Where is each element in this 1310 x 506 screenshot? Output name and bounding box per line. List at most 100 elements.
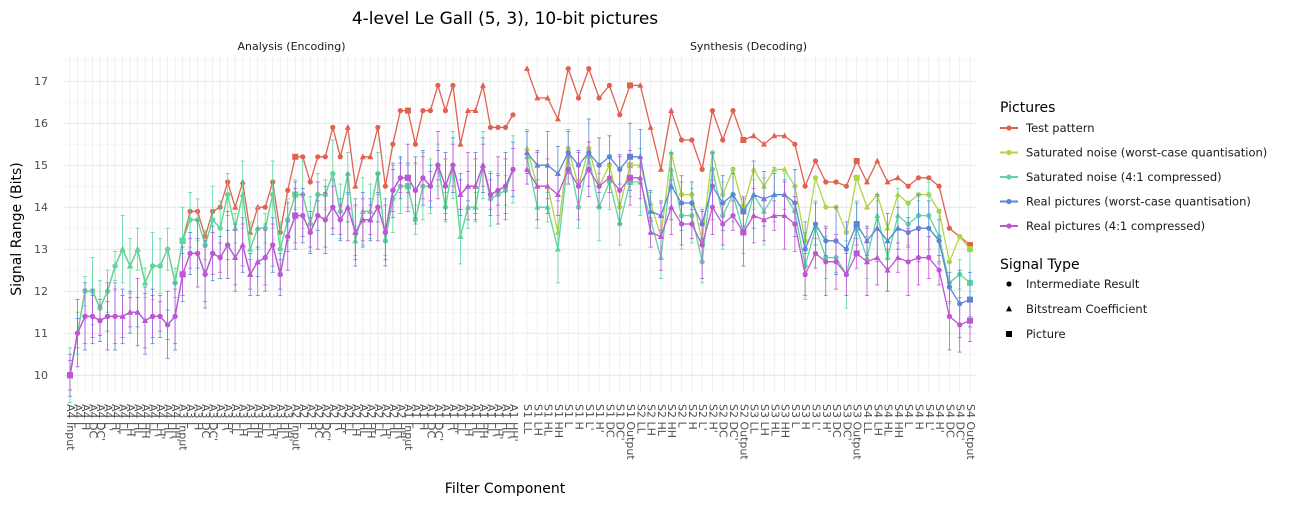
x-tick-label: S1 Output bbox=[624, 404, 637, 460]
x-tick-label: S1 HL bbox=[542, 404, 555, 437]
data-point bbox=[315, 213, 321, 219]
data-point bbox=[300, 213, 306, 219]
y-tick-label: 16 bbox=[34, 117, 48, 130]
data-point bbox=[442, 183, 449, 189]
data-point bbox=[853, 250, 860, 257]
data-point bbox=[936, 267, 942, 273]
data-point bbox=[884, 237, 891, 244]
data-point bbox=[149, 313, 156, 319]
x-tick-label: A2 LH' bbox=[379, 404, 392, 439]
data-point bbox=[833, 179, 839, 185]
data-point bbox=[404, 107, 411, 114]
x-tick-label: A3 HH' bbox=[282, 404, 295, 442]
x-tick-label: A3 LL bbox=[229, 404, 242, 435]
x-tick-label: A2 LL' bbox=[372, 404, 385, 437]
series-line bbox=[69, 162, 514, 376]
panel-analysis: Analysis (Encoding) 10 11 12 13 14 15 16 17 A4 In… bbox=[34, 40, 520, 451]
data-point bbox=[359, 216, 366, 223]
data-point bbox=[720, 221, 726, 227]
x-tick-label: A2 H bbox=[304, 404, 317, 430]
x-tick-label: A1 H' bbox=[447, 404, 460, 433]
data-point bbox=[678, 221, 685, 227]
data-point bbox=[382, 183, 388, 189]
legend: Pictures Test pattern Saturated noise (wor… bbox=[1000, 100, 1267, 341]
data-point bbox=[781, 132, 788, 139]
data-point bbox=[457, 140, 464, 147]
data-point bbox=[905, 259, 911, 265]
data-point bbox=[596, 183, 602, 189]
data-point bbox=[544, 182, 551, 189]
data-point bbox=[322, 217, 328, 223]
data-point bbox=[149, 263, 156, 269]
x-tick-label: S4 H bbox=[912, 404, 925, 430]
series-line bbox=[526, 145, 971, 265]
data-point bbox=[730, 213, 736, 219]
x-tick-label: A3 Input bbox=[177, 404, 190, 451]
data-point bbox=[812, 158, 819, 164]
x-tick-label: S1 HH bbox=[552, 404, 565, 438]
x-tick-label: A4 L bbox=[72, 404, 85, 429]
x-tick-label: S2 H' bbox=[706, 404, 719, 433]
data-point bbox=[187, 217, 193, 223]
data-point bbox=[668, 107, 675, 113]
data-point bbox=[894, 224, 901, 231]
x-tick-label: S3 DC bbox=[830, 404, 843, 438]
legend-item: Saturated noise (4:1 compressed) bbox=[1000, 170, 1222, 184]
x-tick-label: S4 Output bbox=[964, 404, 977, 460]
x-tick-label: A2 HH bbox=[364, 404, 377, 439]
data-point bbox=[926, 225, 932, 231]
data-point bbox=[464, 182, 471, 189]
data-point bbox=[823, 204, 829, 210]
data-point bbox=[884, 266, 891, 273]
data-point bbox=[915, 255, 922, 261]
data-point bbox=[627, 82, 634, 89]
data-point bbox=[495, 124, 501, 130]
x-tick-label: A3 H bbox=[192, 404, 205, 430]
data-point bbox=[802, 271, 808, 277]
data-point bbox=[420, 108, 426, 114]
x-tick-label: A4 LH bbox=[124, 404, 137, 436]
data-point bbox=[420, 175, 426, 181]
data-point bbox=[82, 313, 88, 319]
data-point bbox=[730, 108, 736, 114]
x-tick-label: A3 L bbox=[184, 404, 197, 429]
data-point bbox=[668, 203, 675, 210]
data-point bbox=[863, 178, 870, 185]
x-tick-label: S1 H' bbox=[593, 404, 606, 433]
data-point bbox=[375, 124, 381, 130]
data-point bbox=[412, 141, 418, 147]
legend-item: Intermediate Result bbox=[1006, 277, 1140, 291]
data-point bbox=[487, 124, 494, 130]
x-tick-label: A3 LH' bbox=[267, 404, 280, 439]
data-point bbox=[457, 191, 464, 197]
legend-item: Test pattern bbox=[1000, 121, 1095, 135]
series-4-analysis bbox=[67, 131, 516, 391]
data-point bbox=[957, 234, 963, 240]
data-point bbox=[554, 245, 561, 252]
data-point bbox=[905, 183, 911, 189]
data-point bbox=[232, 203, 239, 210]
data-point bbox=[262, 255, 268, 261]
x-tick-label: A2 DC bbox=[312, 404, 325, 438]
data-point bbox=[967, 242, 973, 248]
data-point bbox=[442, 108, 449, 114]
x-tick-label: S2 L bbox=[676, 404, 689, 428]
legend-swatch-point bbox=[1006, 223, 1012, 229]
data-point bbox=[792, 221, 798, 227]
data-point bbox=[957, 322, 963, 328]
data-point bbox=[750, 212, 757, 218]
facet-title: Synthesis (Decoding) bbox=[690, 40, 807, 53]
data-point bbox=[874, 191, 881, 197]
data-point bbox=[330, 171, 336, 177]
x-tick-label: S4 LH bbox=[871, 404, 884, 436]
data-point bbox=[292, 153, 299, 160]
y-tick-label: 15 bbox=[34, 159, 48, 172]
data-point bbox=[575, 95, 582, 101]
x-tick-label: A2 LL bbox=[342, 404, 355, 435]
x-tick-label: S2 Output bbox=[737, 404, 750, 460]
data-point bbox=[435, 82, 441, 88]
x-tick-label: A1 Input bbox=[402, 404, 415, 451]
x-tick-label: A1 L' bbox=[439, 404, 452, 431]
data-point bbox=[689, 200, 695, 206]
